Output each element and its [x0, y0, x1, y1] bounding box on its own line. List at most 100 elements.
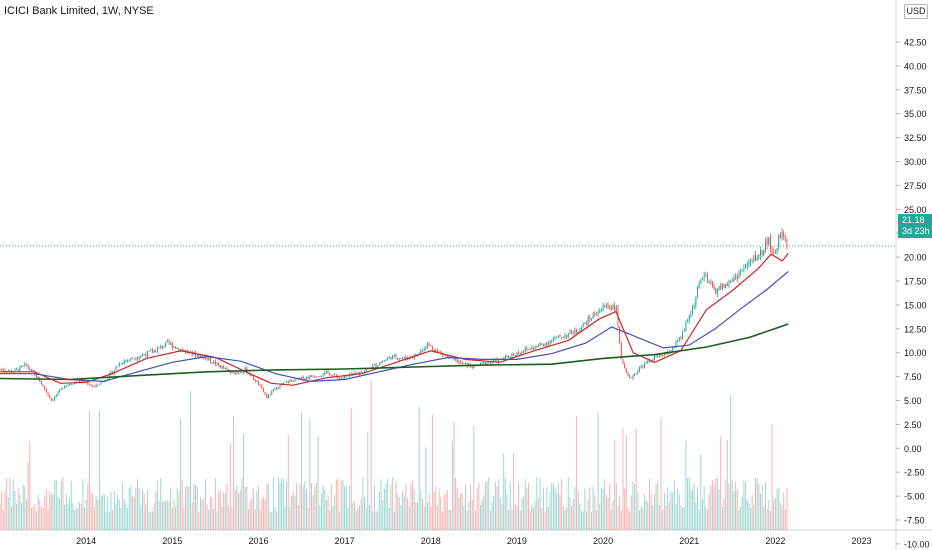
- candle-body: [713, 286, 715, 289]
- volume-bar: [102, 493, 104, 530]
- volume-bar: [716, 478, 718, 530]
- volume-bar: [745, 481, 747, 530]
- candle-body: [310, 375, 312, 377]
- candle-body: [274, 387, 276, 390]
- volume-bar: [493, 496, 495, 530]
- candle-body: [334, 374, 336, 376]
- candle-body: [720, 286, 722, 289]
- volume-bar: [440, 497, 442, 530]
- candle-body: [118, 363, 120, 367]
- candle-body: [115, 367, 117, 371]
- volume-bar: [418, 406, 420, 530]
- volume-bar: [173, 499, 175, 530]
- candle-body: [299, 377, 301, 379]
- candle-body: [514, 355, 516, 356]
- volume-bar: [423, 506, 425, 530]
- candle-body: [60, 388, 62, 390]
- y-tick-label: 2.50: [904, 420, 922, 430]
- volume-bar: [190, 390, 192, 530]
- volume-bar: [693, 483, 695, 530]
- volume-bar: [576, 415, 578, 530]
- candle-body: [30, 369, 32, 371]
- volume-bar: [541, 507, 543, 530]
- candle-body: [592, 313, 594, 319]
- volume-bar: [735, 481, 737, 530]
- volume-bar: [546, 487, 548, 530]
- candle-body: [557, 335, 559, 337]
- candle-body: [98, 384, 100, 386]
- volume-bar: [213, 508, 215, 530]
- volume-bar: [529, 511, 531, 530]
- volume-bar: [352, 502, 354, 530]
- candle-body: [665, 353, 667, 355]
- candle-body: [590, 318, 592, 320]
- volume-bar: [554, 487, 556, 530]
- volume-bar: [252, 489, 254, 530]
- candle-body: [672, 348, 674, 352]
- volume-bar: [783, 492, 785, 530]
- candle-body: [524, 348, 526, 353]
- volume-bar: [98, 410, 100, 530]
- volume-bar: [42, 508, 44, 530]
- candle-body: [728, 281, 730, 286]
- moving-average-line: [0, 252, 789, 386]
- candle-body: [587, 317, 589, 325]
- volume-bar: [267, 483, 269, 530]
- volume-bar: [52, 494, 54, 530]
- candle-body: [493, 359, 495, 362]
- candle-body: [431, 346, 433, 350]
- candle-body: [440, 351, 442, 353]
- currency-badge[interactable]: USD: [904, 4, 928, 19]
- volume-bar: [410, 483, 412, 530]
- candle-body: [479, 362, 481, 366]
- candle-body: [132, 357, 134, 359]
- y-tick-label: -5.00: [904, 492, 925, 502]
- candle-body: [783, 232, 785, 237]
- volume-bar: [188, 486, 190, 530]
- volume-bar: [201, 499, 203, 530]
- candle-body: [695, 296, 697, 306]
- volume-bar: [489, 510, 491, 530]
- candle-body: [345, 375, 347, 377]
- volume-bar: [561, 478, 563, 530]
- volume-bar: [180, 418, 182, 530]
- candle-body: [600, 308, 602, 311]
- volume-bar: [45, 489, 47, 530]
- candle-body: [425, 346, 427, 349]
- volume-bar: [687, 478, 689, 530]
- candle-body: [127, 360, 129, 362]
- candle-body: [473, 365, 475, 369]
- candle-body: [412, 357, 414, 359]
- volume-bar: [108, 511, 110, 530]
- candle-body: [17, 368, 19, 371]
- volume-bar: [339, 511, 341, 530]
- volume-bar: [751, 494, 753, 530]
- candle-body: [526, 348, 528, 349]
- volume-bar: [491, 501, 493, 530]
- candle-body: [380, 362, 382, 365]
- candle-body: [166, 340, 168, 343]
- volume-bar: [433, 491, 435, 530]
- candle-body: [163, 346, 165, 348]
- volume-bar: [155, 492, 157, 530]
- candle-body: [234, 372, 236, 375]
- candle-body: [738, 272, 740, 279]
- y-tick-label: 30.00: [904, 157, 927, 167]
- candle-body: [690, 313, 692, 317]
- volume-bar: [243, 433, 245, 530]
- volume-bar: [127, 508, 129, 530]
- candle-body: [387, 358, 389, 360]
- volume-bar: [750, 507, 752, 530]
- candle-body: [566, 335, 568, 337]
- candle-body: [330, 375, 332, 377]
- candle-body: [506, 355, 508, 357]
- candle-body: [516, 352, 518, 356]
- candle-body: [549, 341, 551, 344]
- candle-body: [609, 306, 611, 307]
- candle-body: [9, 370, 11, 372]
- candle-body: [655, 355, 657, 358]
- candle-body: [347, 375, 349, 377]
- candle-body: [398, 358, 400, 360]
- candle-body: [577, 331, 579, 333]
